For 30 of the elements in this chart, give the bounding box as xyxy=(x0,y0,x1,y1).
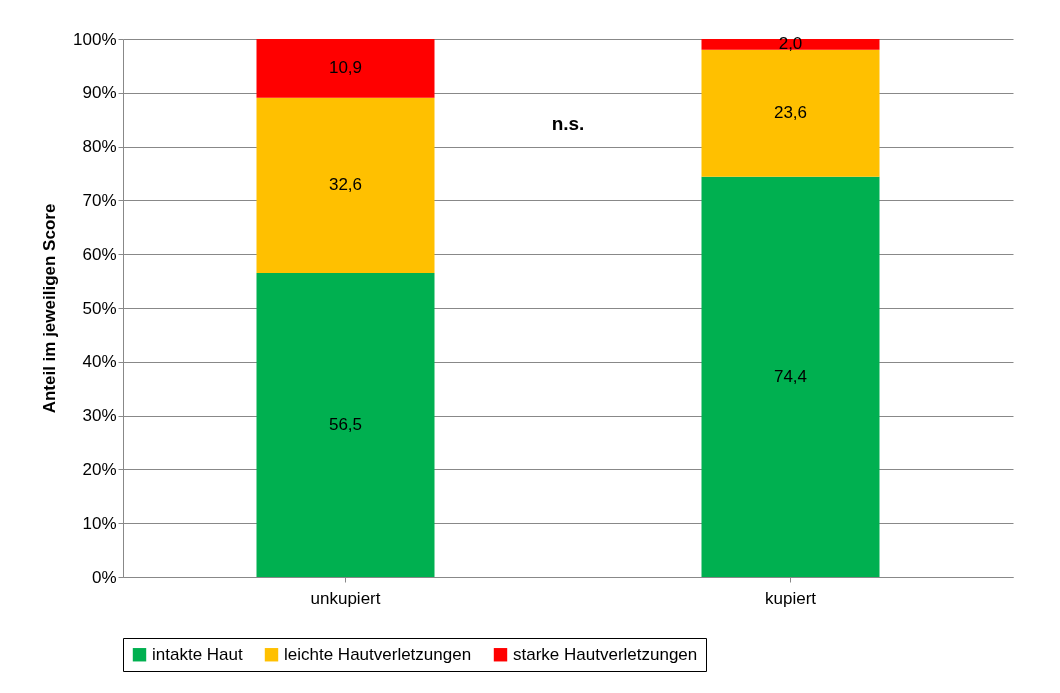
data-label: 23,6 xyxy=(773,103,808,123)
data-label: 2,0 xyxy=(778,34,803,54)
bar xyxy=(701,176,880,577)
data-label: 56,5 xyxy=(328,415,363,435)
data-label: 10,9 xyxy=(328,58,363,78)
y-tick-label: 60% xyxy=(82,244,117,264)
y-axis-title: Anteil im jeweiligen Score xyxy=(40,203,60,414)
y-tick-label: 30% xyxy=(82,406,117,426)
bar xyxy=(701,49,880,177)
data-label: 32,6 xyxy=(328,175,363,195)
bar xyxy=(256,39,435,98)
y-tick-label: 90% xyxy=(82,83,117,103)
data-label: 74,4 xyxy=(773,366,808,386)
y-tick-label: 20% xyxy=(82,459,117,479)
y-tick-label: 70% xyxy=(82,190,117,210)
y-tick-label: 80% xyxy=(82,137,117,157)
y-tick-label: 0% xyxy=(91,567,117,587)
legend-label: intakte Haut xyxy=(152,644,243,664)
bar xyxy=(701,39,880,50)
x-tick-label: unkupiert xyxy=(310,588,381,608)
legend-label: leichte Hautverletzungen xyxy=(284,644,472,664)
legend-label: starke Hautverletzungen xyxy=(513,644,698,664)
annotation: n.s. xyxy=(551,113,585,134)
bar xyxy=(256,97,435,274)
y-tick-label: 100% xyxy=(73,29,117,49)
y-tick-label: 10% xyxy=(82,513,117,533)
y-tick-label: 40% xyxy=(82,352,117,372)
x-tick-label: kupiert xyxy=(764,588,817,608)
bar xyxy=(256,273,435,577)
y-tick-label: 50% xyxy=(82,298,117,318)
